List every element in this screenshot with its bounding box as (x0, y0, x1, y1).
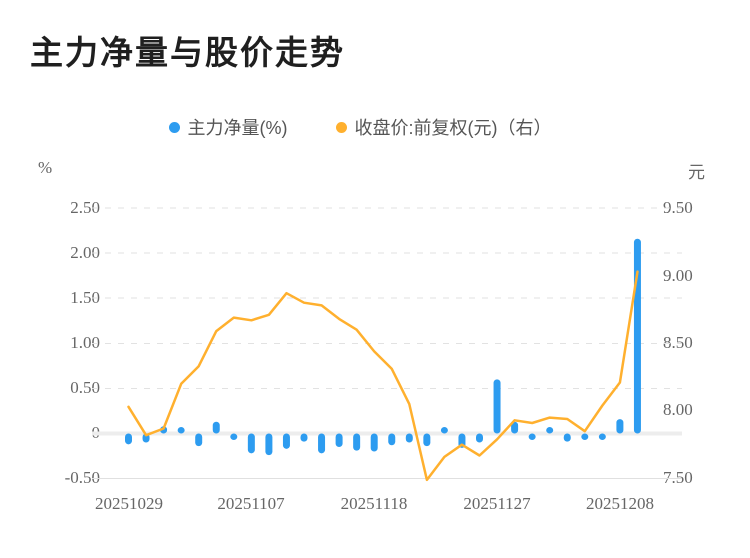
net-volume-bar (528, 433, 536, 440)
x-axis-label: 20251208 (586, 494, 654, 513)
net-volume-bar (265, 433, 273, 456)
x-axis-label: 20251029 (95, 494, 163, 513)
right-axis-tick: 9.00 (663, 266, 693, 285)
net-volume-bar (616, 419, 624, 434)
net-volume-bar (212, 421, 220, 434)
right-axis-tick: 8.00 (663, 400, 693, 419)
legend-label: 主力净量(%) (187, 118, 288, 138)
net-volume-bar (353, 433, 361, 451)
net-volume-bar (195, 433, 203, 447)
legend: 主力净量(%) 收盘价:前复权(元)（右） (0, 114, 720, 140)
net-volume-bar (598, 433, 606, 440)
net-volume-bar (125, 433, 132, 445)
legend-item-close-price[interactable]: 收盘价:前复权(元)（右） (335, 114, 552, 140)
left-axis-unit: % (38, 158, 53, 177)
net-volume-bar (335, 433, 343, 448)
net-volume-bar (177, 427, 185, 434)
net-volume-bar (370, 433, 378, 452)
x-axis-label: 20251118 (340, 494, 408, 513)
net-volume-bar (581, 433, 589, 440)
left-axis-tick: 2.50 (70, 198, 100, 217)
close-price-line (127, 270, 639, 482)
net-volume-bar (230, 433, 238, 440)
left-axis-tick: 0.50 (70, 378, 100, 397)
net-volume-bar (405, 433, 413, 443)
right-axis-tick: 8.50 (663, 333, 693, 352)
net-volume-bar (388, 433, 396, 446)
net-volume-bar (458, 433, 466, 448)
net-volume-bar (546, 427, 554, 434)
net-volume-bar (493, 379, 501, 434)
legend-label: 收盘价:前复权(元)（右） (354, 118, 552, 138)
chart-title: 主力净量与股价走势 (30, 34, 345, 71)
left-axis-tick: 1.50 (70, 288, 100, 307)
bar-series-dot-icon (168, 121, 180, 133)
x-axis-label: 20251107 (217, 494, 285, 513)
left-axis-tick: 1.00 (70, 333, 100, 352)
net-volume-bar (440, 427, 448, 434)
x-axis-label: 20251127 (463, 494, 531, 513)
net-volume-bar (476, 433, 483, 443)
right-axis-tick: 7.50 (663, 468, 693, 487)
legend-item-main-net-volume[interactable]: 主力净量(%) (168, 114, 288, 140)
net-volume-bar (247, 433, 255, 454)
net-volume-bar (511, 421, 519, 434)
net-volume-bar (318, 433, 326, 454)
right-axis-unit: 元 (688, 163, 705, 182)
net-volume-bar (300, 433, 308, 442)
left-axis-tick: -0.50 (64, 468, 100, 487)
net-volume-bar (563, 433, 571, 442)
left-axis-tick: 2.00 (70, 243, 100, 262)
line-series-dot-icon (335, 121, 347, 133)
net-volume-bar (423, 433, 431, 447)
net-volume-bar (282, 433, 290, 449)
net-volume-bar (633, 238, 641, 434)
